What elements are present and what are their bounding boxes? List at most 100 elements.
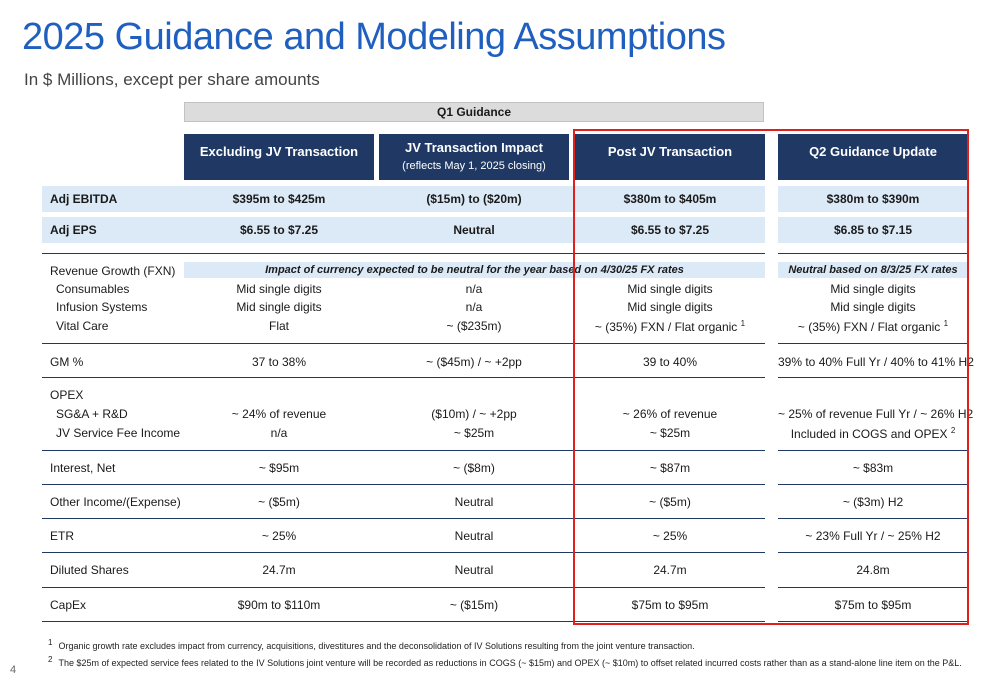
divider (778, 587, 968, 588)
cell-consumables: Mid single digits (627, 282, 713, 296)
cell-gm: ~ ($45m) / ~ +2pp (426, 355, 522, 369)
highlight-box (573, 129, 969, 625)
cell-infusion-systems: Mid single digits (236, 300, 322, 314)
cell-text: ~ (35%) FXN / Flat organic (797, 320, 941, 334)
row-label-diluted-shares: Diluted Shares (50, 563, 129, 577)
fx-note-q1: Impact of currency expected to be neutra… (184, 262, 765, 278)
cell-vital-care: Flat (268, 319, 289, 333)
cell-interest: ~ $95m (258, 461, 300, 475)
row-band-adj-ebitda (42, 186, 765, 212)
cell-adj-ebitda: ($15m) to ($20m) (426, 192, 522, 206)
cell-adj-ebitda: $395m to $425m (232, 192, 326, 206)
column-header-label: JV Transaction Impact (405, 140, 543, 155)
footnote-ref: 1 (740, 319, 746, 328)
cell-diluted-shares: 24.7m (653, 563, 687, 577)
divider (42, 587, 765, 588)
cell-capex: $75m to $95m (631, 598, 709, 612)
footnote-ref: 1 (943, 319, 949, 328)
cell-adj-eps: $6.85 to $7.15 (833, 223, 913, 237)
divider (778, 552, 968, 553)
cell-diluted-shares: Neutral (454, 563, 494, 577)
divider (42, 621, 765, 622)
cell-diluted-shares: 24.8m (856, 563, 890, 577)
cell-text: Included in COGS and OPEX (790, 427, 948, 441)
row-label-other-income: Other Income/(Expense) (50, 495, 181, 509)
row-label-gm: GM % (50, 355, 84, 369)
cell-adj-eps: $6.55 to $7.25 (630, 223, 710, 237)
cell-etr: ~ 25% (261, 529, 297, 543)
row-label-revenue-growth: Revenue Growth (FXN) (50, 264, 176, 278)
cell-adj-eps: Neutral (453, 223, 495, 237)
divider (778, 450, 968, 451)
divider (778, 621, 968, 622)
page-subtitle: In $ Millions, except per share amounts (24, 70, 320, 89)
cell-infusion-systems: Mid single digits (627, 300, 713, 314)
row-label-adj-eps: Adj EPS (50, 223, 97, 237)
column-header-label: Excluding JV Transaction (199, 144, 359, 159)
row-label-vital-care: Vital Care (56, 319, 109, 333)
column-header-excluding-jv: Excluding JV Transaction (184, 134, 374, 180)
divider (42, 484, 765, 485)
column-header-label: Q2 Guidance Update (809, 144, 937, 159)
footnote-2: 2 The $25m of expected service fees relat… (48, 655, 962, 668)
column-header-q2-update: Q2 Guidance Update (778, 134, 968, 180)
cell-etr: ~ 23% Full Yr / ~ 25% H2 (805, 529, 941, 543)
footnote-1: 1 Organic growth rate excludes impact fro… (48, 638, 695, 651)
cell-other-income: ~ ($5m) (649, 495, 691, 509)
row-band-adj-eps (42, 217, 765, 243)
column-header-sublabel: (reflects May 1, 2025 closing) (402, 160, 546, 172)
row-label-jv-service-fee: JV Service Fee Income (56, 426, 181, 440)
divider (42, 253, 765, 254)
page-number: 4 (10, 664, 17, 676)
q1-guidance-header: Q1 Guidance (184, 102, 764, 122)
cell-other-income: Neutral (454, 495, 494, 509)
cell-jv-service-fee: n/a (270, 426, 288, 440)
cell-consumables: n/a (465, 282, 483, 296)
cell-adj-ebitda: $380m to $390m (826, 192, 920, 206)
cell-gm: 39 to 40% (642, 355, 698, 369)
divider (778, 377, 968, 378)
row-label-infusion-systems: Infusion Systems (56, 300, 148, 314)
cell-jv-service-fee: Included in COGS and OPEX 2 (778, 426, 968, 441)
cell-etr: Neutral (454, 529, 494, 543)
cell-jv-service-fee: ~ $25m (649, 426, 691, 440)
cell-text: ~ (35%) FXN / Flat organic (594, 320, 738, 334)
cell-other-income: ~ ($3m) H2 (842, 495, 904, 509)
cell-vital-care: ~ (35%) FXN / Flat organic 1 (778, 319, 968, 334)
fx-note-q2: Neutral based on 8/3/25 FX rates (778, 262, 968, 278)
row-label-consumables: Consumables (56, 282, 130, 296)
cell-vital-care: ~ (35%) FXN / Flat organic 1 (575, 319, 765, 334)
cell-interest: ~ $87m (649, 461, 691, 475)
cell-jv-service-fee: ~ $25m (453, 426, 495, 440)
row-label-sga-rd: SG&A + R&D (56, 407, 128, 421)
column-header-jv-impact: JV Transaction Impact (reflects May 1, 2… (379, 134, 569, 180)
row-band-adj-eps-q2 (778, 217, 968, 243)
cell-infusion-systems: n/a (465, 300, 483, 314)
row-label-interest: Interest, Net (50, 461, 116, 475)
cell-sga-rd: ($10m) / ~ +2pp (431, 407, 517, 421)
cell-diluted-shares: 24.7m (262, 563, 296, 577)
cell-infusion-systems: Mid single digits (830, 300, 916, 314)
cell-vital-care: ~ ($235m) (446, 319, 502, 333)
cell-adj-eps: $6.55 to $7.25 (239, 223, 319, 237)
divider (778, 253, 968, 254)
row-label-etr: ETR (50, 529, 74, 543)
cell-etr: ~ 25% (652, 529, 688, 543)
divider (778, 343, 968, 344)
cell-interest: ~ ($8m) (453, 461, 495, 475)
cell-interest: ~ $83m (852, 461, 894, 475)
divider (778, 518, 968, 519)
cell-consumables: Mid single digits (830, 282, 916, 296)
column-header-post-jv: Post JV Transaction (575, 134, 765, 180)
cell-capex: $90m to $110m (237, 598, 321, 612)
cell-gm: 37 to 38% (251, 355, 307, 369)
cell-consumables: Mid single digits (236, 282, 322, 296)
column-header-label: Post JV Transaction (607, 144, 733, 159)
divider (42, 518, 765, 519)
cell-sga-rd: ~ 25% of revenue Full Yr / ~ 26% H2 (778, 407, 974, 421)
divider (42, 377, 765, 378)
page-title: 2025 Guidance and Modeling Assumptions (22, 16, 726, 58)
divider (42, 552, 765, 553)
cell-sga-rd: ~ 26% of revenue (622, 407, 718, 421)
footnote-number: 1 (48, 638, 53, 647)
